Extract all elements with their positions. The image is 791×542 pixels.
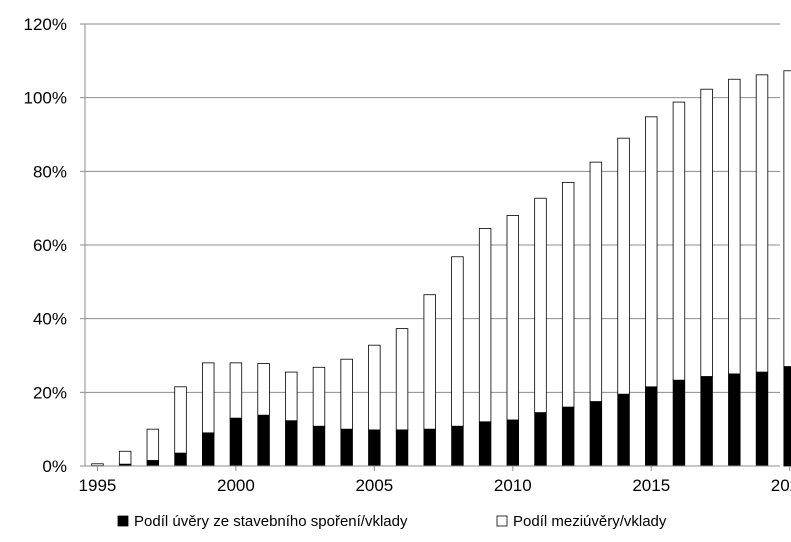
y-tick-label: 0% bbox=[42, 457, 67, 476]
bar-segment-loans bbox=[672, 379, 686, 467]
bar-segment-loans bbox=[589, 401, 603, 467]
axes-layer: 0% 20% 40% 60% 80% 100% 120% 1995 2000 2005 2010 20… bbox=[24, 15, 791, 495]
bar-segment-interim-loans bbox=[174, 386, 187, 454]
bar-segment-loans bbox=[534, 412, 547, 467]
bar-segment-loans bbox=[202, 432, 215, 467]
bar-segment-interim-loans bbox=[91, 463, 104, 467]
bar-segment-loans bbox=[561, 406, 575, 467]
bar-segment-loans bbox=[340, 428, 353, 467]
bar-segment-interim-loans bbox=[617, 137, 630, 395]
bar-segment-interim-loans bbox=[700, 88, 713, 377]
bar-segment-loans bbox=[645, 386, 658, 467]
bar-segment-interim-loans bbox=[783, 70, 791, 367]
bar-segment-loans bbox=[506, 419, 520, 467]
bar-segment-interim-loans bbox=[118, 450, 132, 465]
bar-segment-loans bbox=[451, 425, 464, 467]
y-tick-label: 100% bbox=[24, 89, 67, 108]
bar-segment-loans bbox=[146, 460, 160, 467]
y-tick-label: 40% bbox=[33, 310, 67, 329]
bar-segment-loans bbox=[395, 429, 409, 467]
bar-segment-loans bbox=[285, 420, 298, 467]
x-tick-label: 2020 bbox=[771, 476, 791, 495]
y-tick-label: 60% bbox=[33, 236, 67, 255]
y-tick-label: 20% bbox=[33, 383, 67, 402]
y-tick-label: 80% bbox=[33, 162, 67, 181]
bar-segment-loans bbox=[755, 371, 769, 467]
bar-segment-interim-loans bbox=[146, 428, 160, 461]
bar-segment-loans bbox=[783, 366, 791, 467]
x-tick-label: 2000 bbox=[217, 476, 255, 495]
bar-segment-interim-loans bbox=[506, 215, 520, 421]
bar-segment-interim-loans bbox=[285, 371, 298, 422]
legend-swatch-loans bbox=[117, 515, 129, 527]
bar-segment-interim-loans bbox=[534, 197, 547, 413]
x-tick-label: 2015 bbox=[632, 476, 670, 495]
x-tick-label: 1995 bbox=[79, 476, 117, 495]
bar-segment-interim-loans bbox=[202, 362, 215, 434]
legend-swatch-interim-loans bbox=[496, 515, 508, 527]
bar-segment-interim-loans bbox=[312, 366, 326, 427]
bar-segment-interim-loans bbox=[728, 78, 741, 375]
bar-segment-interim-loans bbox=[229, 362, 243, 419]
bar-segment-loans bbox=[700, 376, 713, 467]
bar-segment-loans bbox=[728, 373, 741, 467]
bar-segment-interim-loans bbox=[645, 116, 658, 388]
grid-layer bbox=[85, 23, 780, 393]
bar-segment-loans bbox=[174, 452, 187, 467]
bar-segment-loans bbox=[368, 429, 381, 467]
legend-label-interim-loans: Podíl meziúvěry/vklady bbox=[513, 513, 667, 530]
bar-segment-interim-loans bbox=[478, 228, 492, 423]
bar-segment-loans bbox=[617, 393, 630, 467]
bar-segment-interim-loans bbox=[395, 328, 409, 431]
bar-segment-interim-loans bbox=[755, 74, 769, 373]
bar-segment-interim-loans bbox=[340, 358, 353, 430]
y-tick-label: 120% bbox=[24, 15, 67, 34]
bar-segment-loans bbox=[229, 417, 243, 467]
bar-segment-interim-loans bbox=[368, 344, 381, 431]
legend-label-loans: Podíl úvěry ze stavebního spoření/vklady bbox=[134, 513, 408, 530]
bar-segment-interim-loans bbox=[589, 161, 603, 402]
bar-segment-loans bbox=[478, 421, 492, 467]
x-tick-label: 2010 bbox=[494, 476, 532, 495]
bar-segment-loans bbox=[423, 428, 436, 467]
bar-segment-interim-loans bbox=[451, 256, 464, 427]
x-tick-label: 2005 bbox=[355, 476, 393, 495]
bars-layer bbox=[91, 70, 791, 467]
legend: Podíl úvěry ze stavebního spoření/vklady… bbox=[117, 513, 667, 530]
bar-segment-interim-loans bbox=[672, 101, 686, 381]
bar-segment-loans bbox=[312, 425, 326, 467]
bar-segment-interim-loans bbox=[257, 363, 270, 416]
bar-segment-interim-loans bbox=[561, 181, 575, 408]
bar-segment-loans bbox=[257, 414, 270, 467]
bar-segment-interim-loans bbox=[423, 294, 436, 430]
